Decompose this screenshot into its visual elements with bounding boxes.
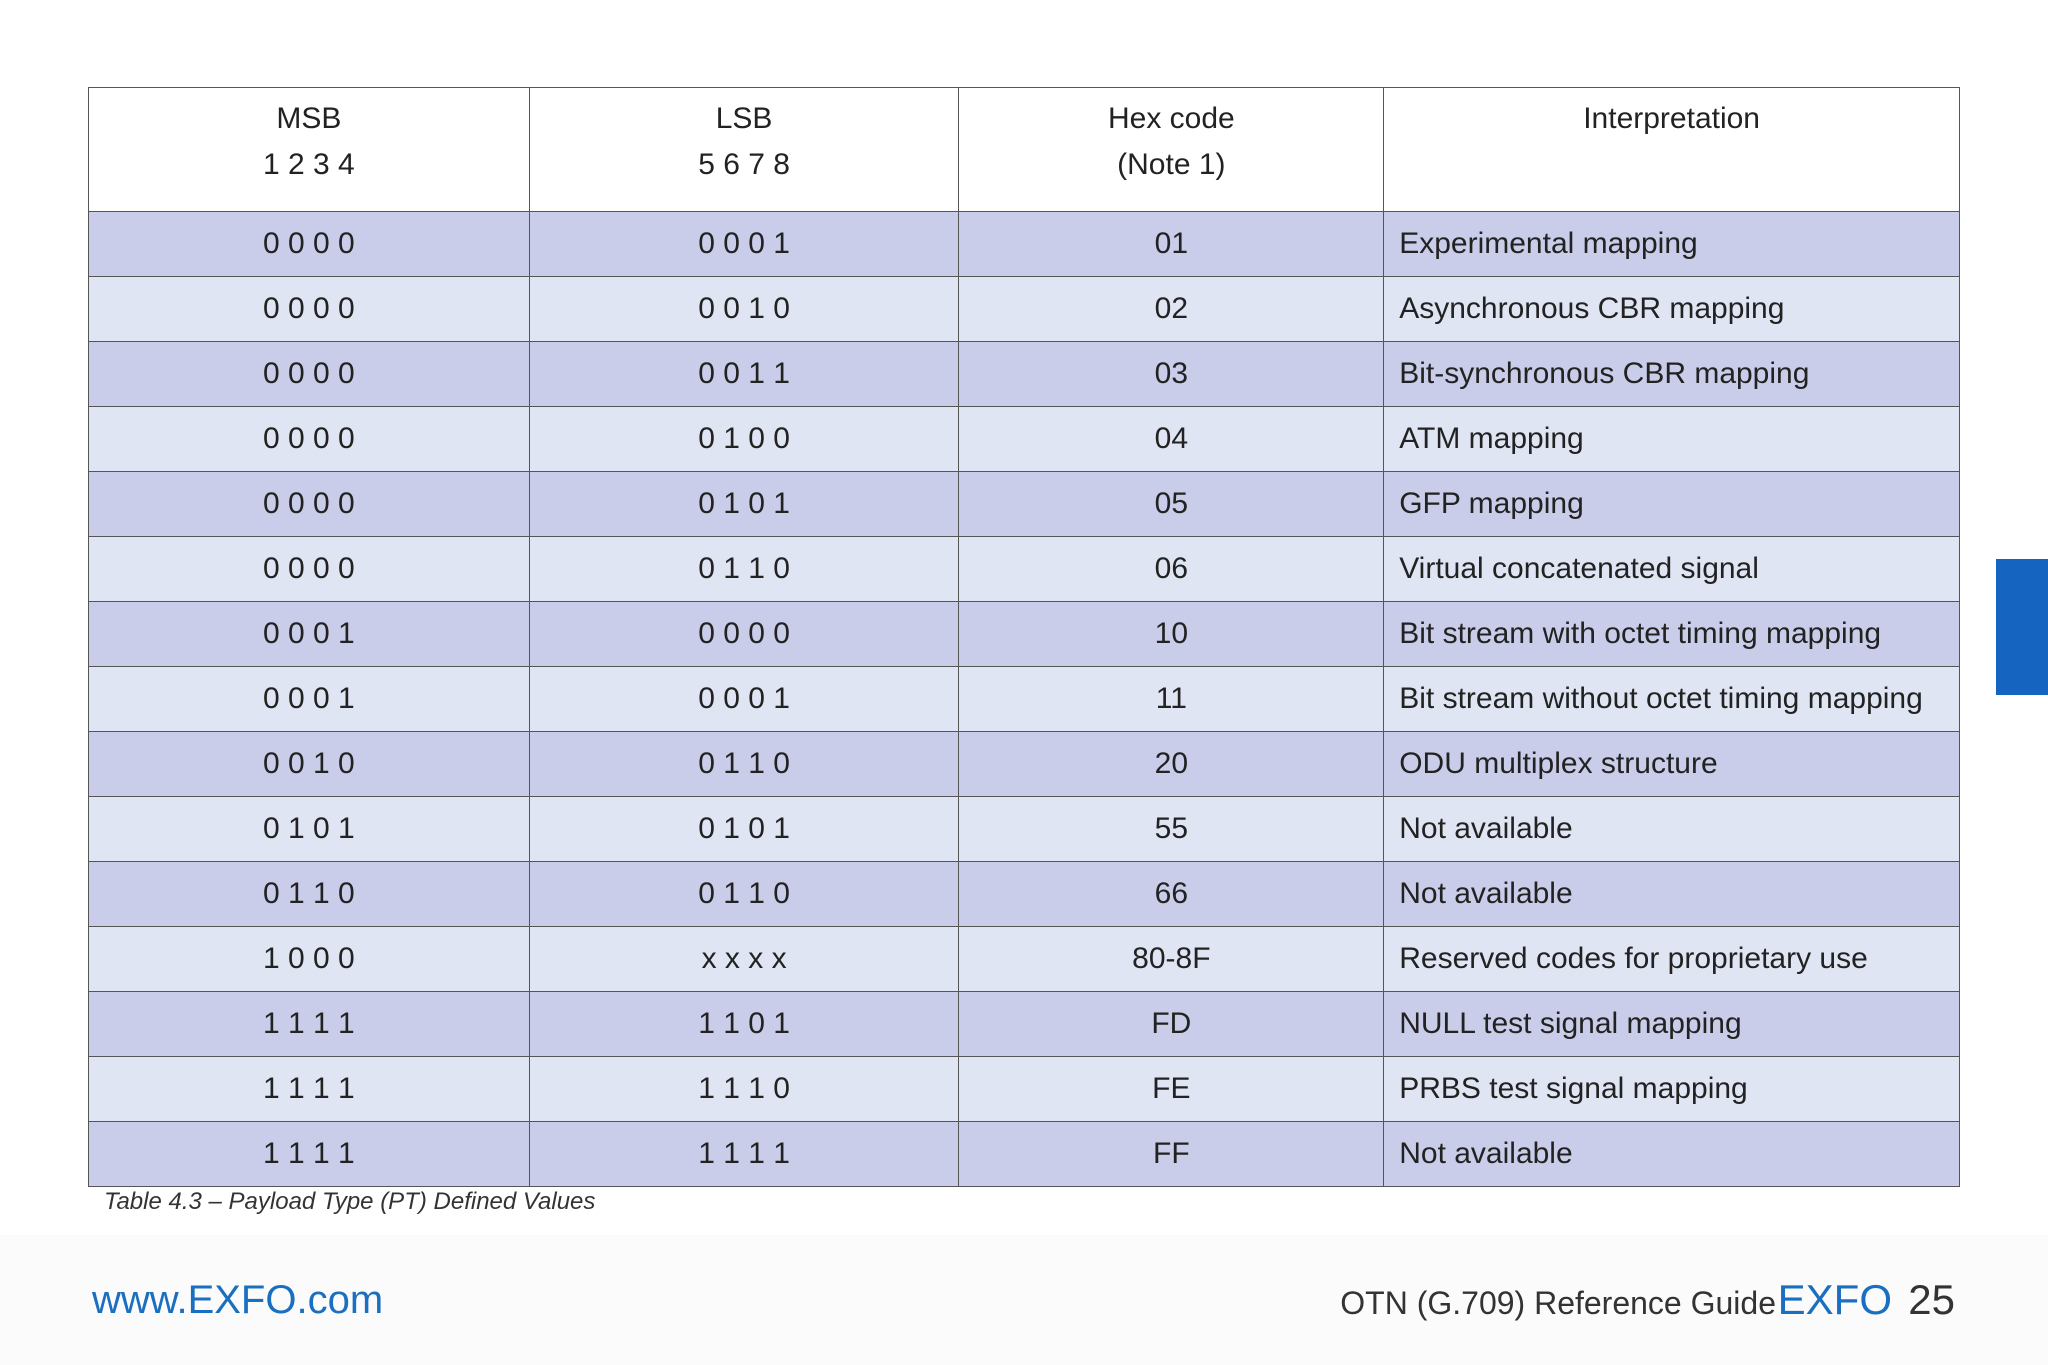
- header-line: 5 6 7 8: [698, 148, 790, 181]
- table-cell: 10: [958, 601, 1385, 667]
- table-cell: FE: [958, 1056, 1385, 1122]
- header-cell: MSB 1 2 3 4: [88, 87, 530, 212]
- table-cell: 1 1 1 1: [88, 1121, 530, 1187]
- header-cell: LSB 5 6 7 8: [528, 87, 960, 212]
- table-cell: GFP mapping: [1383, 471, 1960, 537]
- table-cell: ATM mapping: [1383, 406, 1960, 472]
- website: www.EXFO.com: [92, 1278, 384, 1322]
- table-cell: 0 1 0 1: [528, 471, 960, 537]
- table-cell: 80-8F: [958, 926, 1385, 992]
- table-cell: 02: [958, 276, 1385, 342]
- table-cell: PRBS test signal mapping: [1383, 1056, 1960, 1122]
- table-cell: 1 1 0 1: [528, 991, 960, 1057]
- table-cell: Asynchronous CBR mapping: [1383, 276, 1960, 342]
- header-line: 1 2 3 4: [262, 148, 355, 181]
- table-cell: 1 1 1 1: [88, 1056, 530, 1122]
- table-cell: 0 0 0 0: [88, 211, 530, 277]
- table-cell: 0 1 0 1: [528, 796, 960, 862]
- header-line: Hex code: [1107, 102, 1235, 135]
- table-cell: 0 0 0 1: [88, 601, 530, 667]
- table-cell: Virtual concatenated signal: [1383, 536, 1960, 602]
- table-cell: ODU multiplex structure: [1383, 731, 1960, 797]
- table-cell: 0 0 1 0: [88, 731, 530, 797]
- table-cell: FD: [958, 991, 1385, 1057]
- header-line: (Note 1): [1117, 148, 1226, 181]
- table-cell: Not available: [1383, 796, 1960, 862]
- header-line: Interpretation: [1583, 102, 1760, 135]
- table-cell: 0 1 1 0: [528, 861, 960, 927]
- brand: EXFO: [1777, 1276, 1892, 1323]
- table-cell: Bit stream without octet timing mapping: [1383, 666, 1960, 732]
- table-cell: 0 1 1 0: [528, 731, 960, 797]
- table-cell: 0 0 1 0: [528, 276, 960, 342]
- table-cell: 0 0 0 0: [88, 471, 530, 537]
- header-cell: Hex code (Note 1): [958, 87, 1385, 212]
- table-cell: 05: [958, 471, 1385, 537]
- table-cell: 0 0 0 0: [528, 601, 960, 667]
- guide-title: OTN (G.709) Reference Guide: [1340, 1285, 1776, 1321]
- section-tab: [1996, 559, 2048, 695]
- table-cell: 20: [958, 731, 1385, 797]
- table-cell: 0 0 1 1: [528, 341, 960, 407]
- table-cell: FF: [958, 1121, 1385, 1187]
- header-row: MSB 1 2 3 4 LSB 5 6 7 8 Hex code (Note 1) Inte…: [88, 87, 1960, 212]
- table-cell: 66: [958, 861, 1385, 927]
- caption: Table 4.3 – Payload Type (PT) Defined Va…: [104, 1188, 596, 1215]
- table-cell: 1 1 1 1: [88, 991, 530, 1057]
- table-cell: Experimental mapping: [1383, 211, 1960, 277]
- table-cell: 06: [958, 536, 1385, 602]
- table-cell: 1 1 1 0: [528, 1056, 960, 1122]
- table-cell: Reserved codes for proprietary use: [1383, 926, 1960, 992]
- table-cell: 0 0 0 1: [88, 666, 530, 732]
- table-cell: 1 0 0 0: [88, 926, 530, 992]
- header-line: LSB: [715, 102, 773, 135]
- table-cell: 0 0 0 0: [88, 406, 530, 472]
- table-cell: NULL test signal mapping: [1383, 991, 1960, 1057]
- table-cell: 03: [958, 341, 1385, 407]
- pt-table: MSB 1 2 3 4 LSB 5 6 7 8 Hex code (Note 1) Inte…: [88, 87, 1960, 1187]
- table-cell: 01: [958, 211, 1385, 277]
- table-cell: 0 1 0 1: [88, 796, 530, 862]
- table-cell: x x x x: [528, 926, 960, 992]
- table-cell: Bit stream with octet timing mapping: [1383, 601, 1960, 667]
- table-cell: 0 0 0 0: [88, 536, 530, 602]
- table-cell: Not available: [1383, 861, 1960, 927]
- header-cell: Interpretation: [1383, 87, 1960, 212]
- header-line: MSB: [276, 102, 342, 135]
- table-cell: 55: [958, 796, 1385, 862]
- table-cell: 0 0 0 0: [88, 276, 530, 342]
- footer-band: [0, 1235, 2048, 1365]
- page-number: 25: [1908, 1276, 1955, 1323]
- table-cell: 04: [958, 406, 1385, 472]
- table-cell: Not available: [1383, 1121, 1960, 1187]
- table-cell: 0 1 1 0: [88, 861, 530, 927]
- table-cell: 0 0 0 0: [88, 341, 530, 407]
- table-cell: 0 0 0 1: [528, 666, 960, 732]
- table-cell: 1 1 1 1: [528, 1121, 960, 1187]
- table-cell: 0 0 0 1: [528, 211, 960, 277]
- table-cell: 11: [958, 666, 1385, 732]
- table-cell: 0 1 0 0: [528, 406, 960, 472]
- table-cell: Bit-synchronous CBR mapping: [1383, 341, 1960, 407]
- table-cell: 0 1 1 0: [528, 536, 960, 602]
